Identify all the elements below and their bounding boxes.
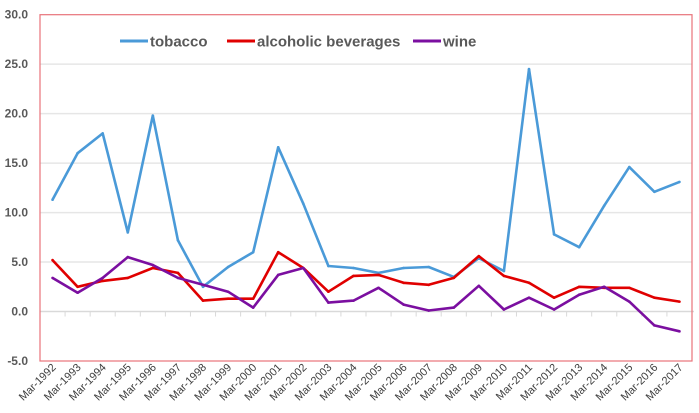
- y-axis-ticks: 30.0 25.0 20.0 15.0 10.0 5.0 0.0 -5.0: [5, 8, 29, 368]
- data-point: [602, 285, 606, 289]
- data-point: [527, 281, 531, 285]
- data-point: [552, 233, 556, 236]
- data-point: [477, 284, 481, 288]
- data-point: [126, 255, 130, 259]
- data-point: [327, 301, 330, 304]
- data-point: [276, 145, 280, 149]
- data-point: [126, 276, 130, 280]
- data-point: [76, 151, 79, 155]
- data-point: [552, 296, 556, 299]
- data-point: [51, 198, 54, 202]
- data-point: [377, 273, 380, 277]
- data-point: [51, 276, 54, 280]
- data-point: [101, 276, 104, 280]
- y-tick-label: 20.0: [5, 107, 29, 121]
- data-point: [352, 266, 355, 270]
- data-point: [101, 132, 104, 135]
- data-point: [427, 309, 430, 312]
- data-point: [628, 286, 631, 290]
- data-point: [653, 296, 656, 299]
- data-point: [251, 306, 255, 309]
- data-point: [352, 274, 355, 278]
- data-point: [678, 300, 681, 303]
- data-point: [552, 308, 556, 311]
- data-point: [628, 300, 631, 303]
- data-point: [377, 271, 380, 275]
- y-tick-label: -5.0: [7, 354, 28, 368]
- data-point: [302, 202, 305, 205]
- y-tick-label: 30.0: [5, 8, 29, 22]
- data-point: [653, 190, 656, 194]
- data-point: [402, 266, 405, 270]
- data-point: [327, 290, 330, 294]
- data-point: [251, 297, 255, 300]
- data-point: [276, 273, 280, 277]
- data-point: [201, 299, 205, 302]
- data-point: [452, 306, 456, 309]
- y-tick-label: 5.0: [11, 255, 28, 269]
- data-point: [176, 271, 180, 275]
- legend-label: alcoholic beverages: [257, 34, 400, 51]
- series-line-alcoholic-beverages: [51, 250, 680, 303]
- data-point: [101, 279, 104, 283]
- data-point: [226, 265, 230, 269]
- data-point: [577, 293, 581, 297]
- data-point: [176, 276, 180, 280]
- data-point: [678, 330, 681, 333]
- legend-label: tobacco: [150, 34, 208, 51]
- data-point: [577, 245, 581, 249]
- data-point: [176, 238, 180, 242]
- data-point: [577, 285, 581, 289]
- legend: tobacco alcoholic beverages wine: [120, 34, 476, 51]
- data-point: [653, 324, 656, 327]
- data-point: [427, 283, 430, 287]
- gridlines: [40, 63, 692, 263]
- data-point: [527, 296, 531, 299]
- y-tick-label: 10.0: [5, 206, 29, 220]
- data-point: [151, 114, 155, 117]
- data-point: [352, 299, 355, 302]
- data-point: [678, 180, 681, 184]
- y-tick-label: 0.0: [11, 305, 28, 319]
- data-point: [151, 263, 155, 267]
- data-point: [151, 266, 155, 270]
- data-point: [377, 286, 380, 290]
- data-point: [502, 269, 506, 273]
- series-lines: [51, 67, 681, 333]
- data-point: [76, 285, 79, 289]
- data-point: [502, 308, 506, 311]
- data-point: [602, 204, 606, 207]
- data-point: [402, 281, 405, 285]
- y-tick-label: 15.0: [5, 156, 29, 170]
- data-point: [327, 264, 330, 268]
- data-point: [477, 254, 481, 258]
- x-axis: Mar-1992Mar-1993Mar-1994Mar-1995Mar-1996…: [17, 310, 694, 403]
- series-line-tobacco: [51, 67, 680, 289]
- data-point: [502, 274, 506, 278]
- data-point: [527, 67, 531, 71]
- plot-area-border: [39, 14, 693, 362]
- data-point: [51, 258, 54, 262]
- series-line-wine: [51, 255, 680, 333]
- legend-label: wine: [442, 34, 476, 51]
- data-point: [302, 266, 305, 270]
- data-point: [628, 165, 631, 169]
- data-point: [201, 283, 205, 287]
- data-point: [402, 303, 405, 306]
- y-tick-label: 25.0: [5, 57, 29, 71]
- data-point: [452, 276, 456, 280]
- data-point: [251, 250, 255, 254]
- data-point: [226, 290, 230, 294]
- data-point: [427, 265, 430, 269]
- data-point: [276, 250, 280, 254]
- data-point: [226, 297, 230, 300]
- data-point: [76, 291, 79, 295]
- data-point: [126, 231, 130, 234]
